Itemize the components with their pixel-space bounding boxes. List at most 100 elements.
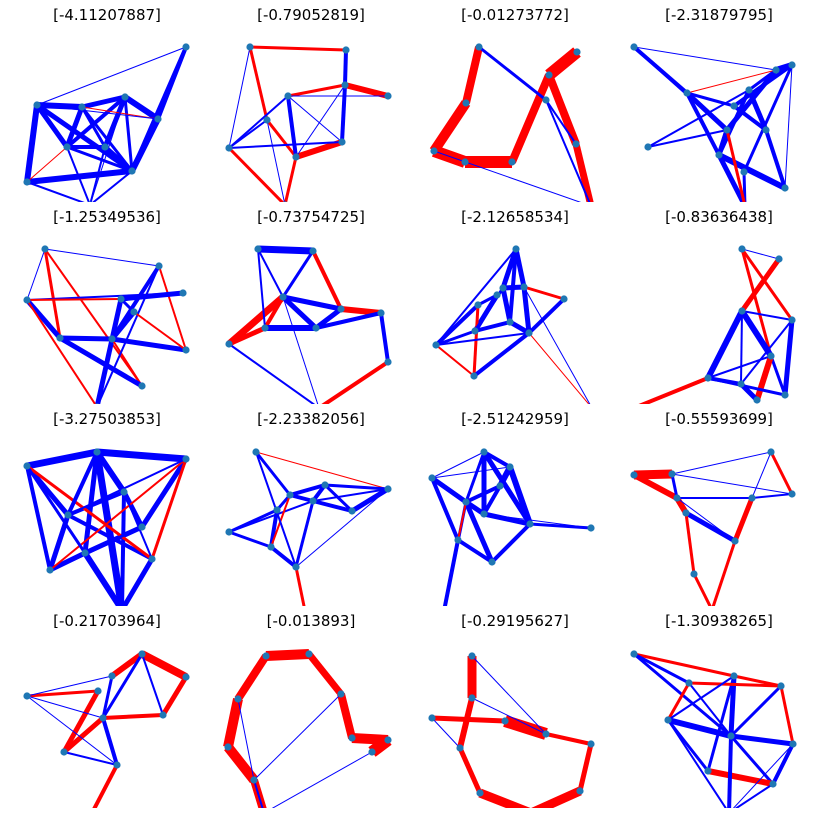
graph-node — [475, 43, 483, 51]
negative-edge — [227, 325, 267, 347]
positive-edge — [667, 717, 732, 739]
negative-edge — [739, 257, 782, 313]
graph-node — [683, 89, 691, 97]
graph-node — [284, 92, 292, 100]
graph-node — [23, 296, 31, 304]
positive-edge — [740, 310, 743, 385]
graph-node — [573, 48, 581, 56]
negative-edge — [223, 697, 243, 749]
graph-node — [777, 682, 785, 690]
network-graph — [23, 650, 190, 808]
graph-node — [468, 694, 476, 702]
positive-edge — [465, 484, 501, 504]
positive-edge — [740, 319, 793, 385]
negative-edge — [457, 746, 483, 795]
positive-edge — [34, 103, 70, 149]
graph-node — [159, 711, 167, 719]
graph-node — [23, 462, 31, 470]
negative-edge — [462, 46, 483, 104]
negative-edge — [457, 697, 475, 749]
graph-panel: [-2.12658534] — [413, 202, 617, 404]
negative-edge — [337, 693, 356, 739]
positive-edge — [739, 309, 774, 358]
graph-node — [748, 494, 756, 502]
graph-node — [23, 692, 31, 700]
positive-edge — [633, 652, 690, 685]
panel-title: [-0.21703964] — [53, 612, 161, 630]
graph-node — [337, 305, 345, 313]
graph-node — [730, 102, 738, 110]
graph-node — [428, 714, 436, 722]
positive-edge — [120, 491, 126, 606]
graph-panel: [-0.013893] — [209, 606, 413, 808]
negative-edge — [754, 355, 774, 401]
graph-node — [789, 740, 797, 748]
graph-node — [182, 346, 190, 354]
graph-node — [148, 555, 156, 563]
graph-node — [138, 523, 146, 531]
positive-edge — [751, 451, 772, 499]
graph-node — [723, 126, 731, 134]
graph-node — [342, 46, 350, 54]
positive-edge — [294, 500, 315, 568]
negative-edge — [248, 46, 269, 121]
graph-node — [461, 158, 469, 166]
graph-node — [292, 563, 300, 571]
negative-edge — [572, 143, 594, 202]
panel-title: [-0.29195627] — [461, 612, 569, 630]
negative-edge — [111, 338, 143, 387]
positive-edge — [523, 286, 591, 404]
graph-panel: [-1.30938265] — [617, 606, 819, 808]
positive-edge — [474, 320, 511, 333]
positive-edge — [471, 655, 547, 735]
negative-edge — [666, 682, 691, 721]
positive-edge — [59, 335, 113, 342]
graph-node — [60, 748, 68, 756]
positive-edge — [65, 95, 127, 149]
graph-node — [108, 335, 116, 343]
positive-edge — [139, 457, 189, 529]
graph-node — [471, 327, 479, 335]
graph-node — [685, 679, 693, 687]
negative-edge — [265, 119, 298, 158]
positive-edge — [482, 485, 502, 515]
positive-edge — [671, 473, 793, 495]
positive-edge — [228, 95, 289, 149]
positive-edge — [748, 68, 777, 92]
graph-node — [64, 511, 72, 519]
graph-node — [690, 570, 698, 578]
graph-node — [572, 140, 580, 148]
positive-edge — [286, 95, 298, 158]
graph-panel: [-2.51242959] — [413, 404, 617, 606]
positive-edge — [141, 653, 164, 716]
panel-title: [-4.11207887] — [53, 6, 161, 24]
graph-node — [94, 687, 102, 695]
positive-edge — [257, 248, 266, 329]
graph-node — [738, 245, 746, 253]
positive-edge — [478, 45, 547, 102]
negative-edge — [110, 651, 144, 679]
positive-edge — [82, 451, 100, 554]
negative-edge — [227, 146, 285, 202]
graph-node — [762, 126, 770, 134]
graph-node — [113, 761, 121, 769]
graph-node — [731, 537, 739, 545]
positive-edge — [25, 465, 87, 554]
negative-edge — [92, 764, 119, 808]
positive-edge — [281, 295, 318, 330]
positive-edge — [44, 248, 160, 267]
negative-edge — [633, 469, 673, 480]
graph-node — [454, 536, 462, 544]
negative-edge — [779, 685, 795, 745]
graph-node — [526, 520, 534, 528]
positive-edge — [324, 483, 389, 491]
graph-node — [81, 549, 89, 557]
negative-edge — [531, 786, 582, 808]
positive-edge — [647, 89, 750, 148]
panel-title: [-0.73754725] — [257, 208, 365, 226]
graph-node — [254, 245, 262, 253]
graph-node — [476, 789, 484, 797]
graph-node — [470, 372, 478, 380]
graph-node — [432, 341, 440, 349]
positive-edge — [36, 104, 159, 120]
